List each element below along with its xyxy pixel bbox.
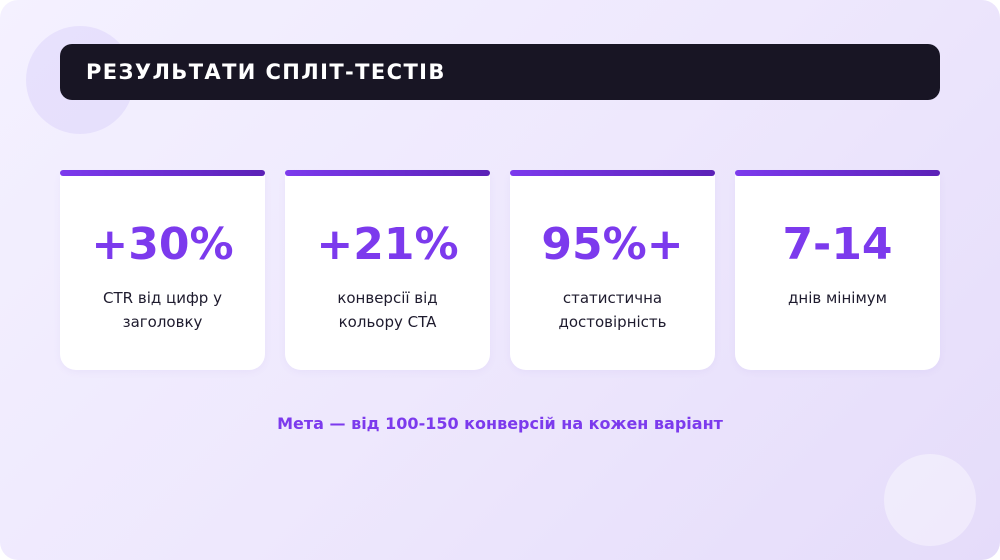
stat-card-accent bbox=[510, 170, 715, 176]
stat-description: днів мінімум bbox=[788, 289, 887, 307]
stats-cards: +30% CTR від цифр у заголовку +21% конве… bbox=[60, 170, 940, 370]
footnote: Мета — від 100-150 конверсій на кожен ва… bbox=[277, 414, 723, 433]
stat-description: статистична достовірність bbox=[558, 289, 667, 331]
title-bar: РЕЗУЛЬТАТИ СПЛІТ-ТЕСТІВ bbox=[60, 44, 940, 100]
stat-value: 7-14 bbox=[782, 219, 893, 270]
stat-value: +21% bbox=[316, 219, 459, 270]
stat-card-significance: 95%+ статистична достовірність bbox=[510, 170, 715, 370]
stat-description: CTR від цифр у заголовку bbox=[103, 289, 222, 331]
stat-card-accent bbox=[735, 170, 940, 176]
stat-card-body bbox=[735, 173, 940, 370]
stat-description: конверсії від кольору CTA bbox=[337, 289, 438, 331]
stat-card-accent bbox=[285, 170, 490, 176]
stat-card-body bbox=[60, 173, 265, 370]
stat-card-body bbox=[510, 173, 715, 370]
stat-card-duration: 7-14 днів мінімум bbox=[735, 170, 940, 370]
stat-card-body bbox=[285, 173, 490, 370]
stat-value: 95%+ bbox=[541, 219, 684, 270]
decorative-circle bbox=[884, 454, 976, 546]
stat-card-cta-color: +21% конверсії від кольору CTA bbox=[285, 170, 490, 370]
page-title: РЕЗУЛЬТАТИ СПЛІТ-ТЕСТІВ bbox=[86, 60, 446, 84]
stat-value: +30% bbox=[91, 219, 234, 270]
stat-card-accent bbox=[60, 170, 265, 176]
stat-card-ctr: +30% CTR від цифр у заголовку bbox=[60, 170, 265, 370]
